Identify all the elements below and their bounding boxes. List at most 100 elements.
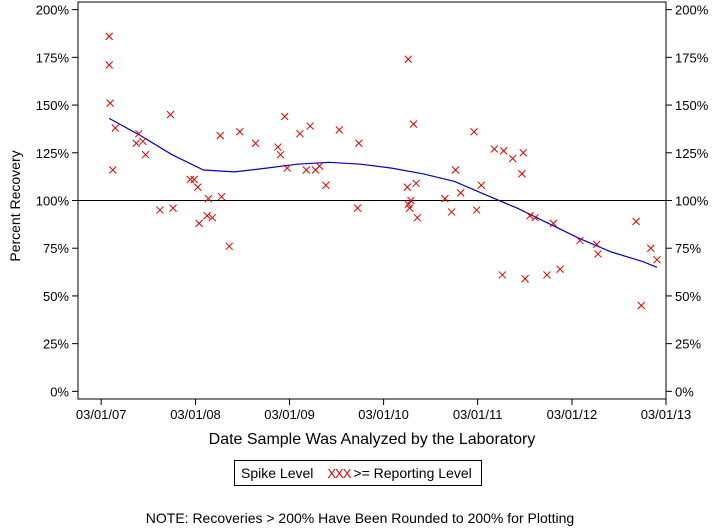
y-tick-label-right: 25% [675, 337, 701, 352]
data-point-stroke [335, 126, 344, 134]
data-point-stroke [526, 211, 534, 220]
data-point-stroke [216, 131, 225, 140]
data-point-stroke [543, 271, 551, 279]
data-point [251, 139, 260, 148]
data-point-stroke [235, 127, 244, 136]
data-point [166, 110, 175, 119]
y-tick-label-left: 175% [36, 50, 70, 65]
data-point [519, 148, 528, 157]
trend-line [108, 117, 658, 268]
data-point [208, 213, 217, 222]
data-points [105, 32, 661, 310]
data-point-stroke [441, 194, 449, 203]
data-point-stroke [251, 139, 260, 148]
data-point [403, 183, 412, 191]
data-point-stroke [111, 124, 120, 132]
data-point-stroke [637, 301, 646, 310]
data-point [203, 211, 211, 220]
data-point-stroke [477, 181, 486, 190]
data-point [322, 181, 330, 190]
x-tick-label: 03/01/10 [358, 407, 409, 422]
data-point [413, 213, 422, 222]
footnote: NOTE: Recoveries > 200% Have Been Rounde… [145, 510, 575, 526]
data-point-stroke [556, 265, 564, 274]
legend-spike-label: Spike Level [241, 465, 314, 481]
data-point-stroke [404, 55, 413, 64]
legend: Spike Level XXX >= Reporting Level [234, 460, 482, 486]
data-point [134, 129, 143, 138]
data-point-stroke [108, 166, 117, 174]
data-point [518, 169, 526, 178]
data-point [111, 124, 120, 132]
data-point [456, 189, 465, 197]
y-tick-label-right: 100% [675, 194, 709, 209]
data-point-stroke [141, 150, 150, 159]
data-point [405, 204, 414, 212]
data-point [404, 55, 413, 64]
y-tick-label-left: 125% [36, 146, 70, 161]
data-point-stroke [132, 139, 141, 148]
data-point [499, 147, 508, 155]
data-point-stroke [632, 217, 640, 226]
data-point-stroke [508, 154, 517, 163]
data-point [169, 204, 177, 212]
legend-x-markers: XXX [327, 465, 351, 481]
data-point-stroke [106, 99, 115, 108]
data-point [576, 236, 584, 245]
data-point [315, 162, 324, 170]
data-point [594, 250, 602, 258]
data-point [235, 127, 244, 136]
data-point-stroke [549, 219, 558, 228]
data-point [295, 129, 304, 138]
data-point-stroke [355, 139, 363, 148]
data-point [335, 126, 344, 134]
data-point [592, 240, 601, 249]
data-point-stroke [156, 206, 164, 214]
data-point-stroke [105, 61, 114, 69]
x-axis-title: Date Sample Was Analyzed by the Laborato… [209, 431, 536, 448]
data-point-stroke [403, 183, 412, 191]
x-tick-label: 03/01/07 [76, 407, 127, 422]
data-point-stroke [451, 166, 460, 174]
data-point [105, 61, 114, 69]
data-point-stroke [280, 112, 289, 121]
data-point [526, 211, 534, 220]
data-point [498, 271, 507, 279]
y-tick-label-right: 0% [675, 384, 694, 399]
data-point [216, 131, 225, 140]
data-point-stroke [166, 110, 175, 119]
data-point [409, 120, 418, 129]
data-point-stroke [315, 162, 324, 170]
data-point-stroke [412, 179, 420, 188]
y-axis-title: Percent Recovery [7, 150, 23, 261]
data-point [204, 194, 213, 203]
data-point-stroke [204, 194, 213, 203]
data-point [190, 175, 199, 184]
data-point-stroke [404, 200, 413, 209]
y-tick-label-left: 75% [43, 241, 69, 256]
data-point [407, 196, 415, 205]
data-point-stroke [295, 129, 304, 138]
data-point-stroke [405, 204, 414, 212]
data-point [412, 179, 420, 188]
data-point [521, 274, 529, 283]
data-point-stroke [646, 244, 655, 253]
data-point [556, 265, 564, 274]
x-tick-label: 03/01/13 [641, 407, 692, 422]
data-point-stroke [276, 150, 285, 159]
data-point-stroke [193, 183, 202, 191]
data-point-stroke [274, 143, 282, 151]
axis-ticks: 0% 0% 25% 25% 50% 50% 75% 75% 100% 100% 125% 125% 15… [36, 3, 709, 422]
y-tick-label-left: 25% [43, 337, 69, 352]
data-point-stroke [203, 211, 211, 220]
data-point [105, 32, 114, 41]
data-point [108, 166, 117, 174]
data-point-stroke [499, 147, 508, 155]
data-point-stroke [283, 164, 292, 172]
data-point-stroke [190, 175, 199, 184]
y-tick-label-left: 200% [36, 3, 70, 18]
trend-line-group [108, 117, 658, 268]
data-point-stroke [139, 137, 147, 146]
data-point-stroke [498, 271, 507, 279]
y-tick-label-left: 0% [50, 384, 69, 399]
